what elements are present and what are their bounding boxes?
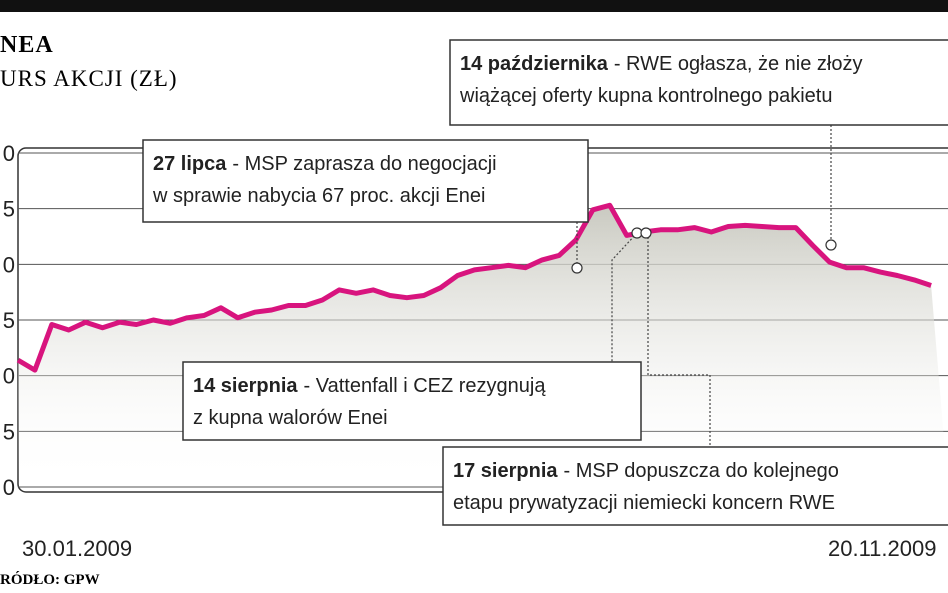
chart-title: NEA [0, 32, 54, 58]
annotation-line: - MSP dopuszcza do kolejnego [564, 460, 839, 482]
y-tick-label: 0 [3, 252, 15, 277]
annotation-box [442, 446, 948, 526]
annotation-box [182, 361, 642, 441]
y-tick-label: 5 [3, 197, 15, 222]
x-tick-label: 30.01.2009 [22, 536, 132, 561]
annotation-text: 14 października - RWE ogłasza, że nie zło… [460, 53, 862, 75]
line [16, 202, 932, 373]
annotation-text: wiążącej oferty kupna kontrolnego pakiet… [459, 85, 832, 107]
y-tick-label: 5 [3, 419, 15, 444]
top-bar [0, 0, 948, 12]
annotation-line: - MSP zaprasza do negocjacji [232, 153, 496, 175]
annotation-date: 14 października [460, 53, 609, 75]
y-tick-label: 0 [3, 475, 15, 500]
chart-subtitle: URS AKCJI (ZŁ) [0, 66, 178, 91]
event-marker [571, 262, 583, 274]
annotation-date: 27 lipca [153, 153, 227, 175]
annotation-text: 27 lipca - MSP zaprasza do negocjacji [153, 153, 497, 175]
annotation-line: - Vattenfall i CEZ rezygnują [304, 375, 547, 397]
annotation-text: 17 sierpnia - MSP dopuszcza do kolejnego [453, 460, 839, 482]
leader-line [647, 233, 711, 447]
annotation-box [142, 139, 589, 223]
annotation-text: etapu prywatyzacji niemiecki koncern RWE [453, 492, 835, 514]
event-marker [825, 239, 837, 251]
annotation-line: - RWE ogłasza, że nie złoży [614, 53, 863, 75]
x-tick-label: 20.11.2009 [828, 536, 936, 561]
y-tick-label: 5 [3, 308, 15, 333]
annotation-date: 14 sierpnia [193, 375, 298, 397]
leader-line [611, 232, 638, 362]
area-shade [18, 205, 948, 488]
source: RÓDŁO: GPW [0, 571, 100, 588]
annotation-text: 14 sierpnia - Vattenfall i CEZ rezygnują [193, 375, 546, 397]
annotation-text: w sprawie nabycia 67 proc. akcji Enei [152, 185, 485, 207]
y-tick-label: 0 [3, 141, 15, 166]
annotation-date: 17 sierpnia [453, 460, 558, 482]
annotation-box [449, 39, 948, 126]
y-tick-label: 0 [3, 364, 15, 389]
annotation-text: z kupna walorów Enei [193, 407, 388, 429]
event-marker [640, 227, 652, 239]
